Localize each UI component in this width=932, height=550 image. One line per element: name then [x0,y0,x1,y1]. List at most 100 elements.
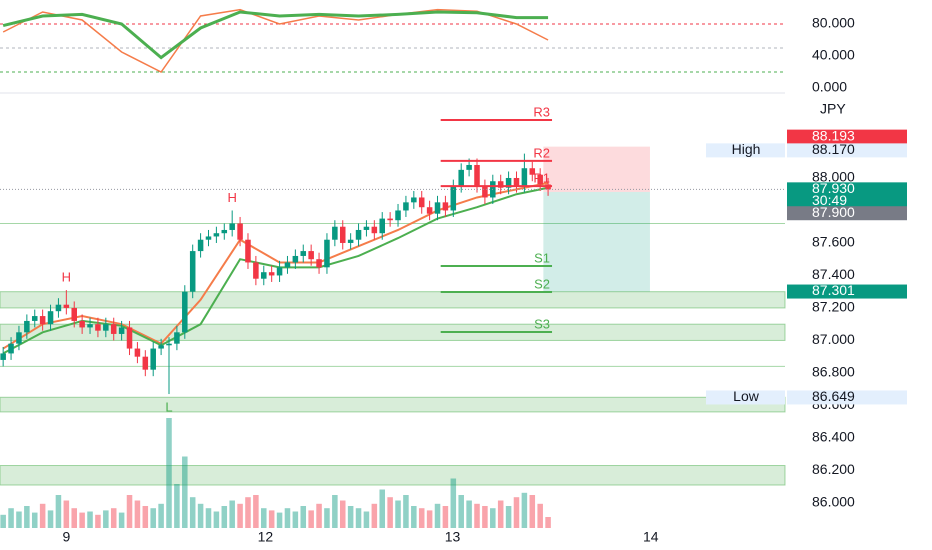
candle-body [537,174,543,185]
indicator-tick-label: 0.000 [812,79,847,95]
volume-bar [482,506,488,528]
volume-bar [363,511,370,528]
volume-bar [47,510,54,528]
candle-body [355,229,362,240]
candle-body [434,202,441,214]
volume-bar [442,506,449,528]
candle-body [47,311,54,325]
volume-bar [174,484,180,528]
volume-bar [166,418,172,528]
price-tag [787,182,907,209]
candle-body [521,168,528,187]
volume-bar [134,500,141,528]
x-tick-label: 9 [62,529,70,545]
candle-body [31,316,38,321]
indicator-tick-label: 40.000 [812,47,855,63]
candle-body [529,168,536,175]
candle-body [466,164,472,170]
volume-bar [545,517,551,528]
volume-bar [347,506,354,528]
volume-bar [387,497,393,528]
volume-bar [292,511,299,528]
candle-body [221,229,228,234]
volume-bar [189,497,196,528]
volume-bar [213,511,220,528]
volume-bar [182,456,188,528]
candle-body [332,226,338,240]
stop-zone [543,146,650,192]
pivot-label: S3 [534,316,550,331]
volume-bar [0,514,6,528]
price-tag-name-box [706,390,785,405]
volume-bar [253,495,259,528]
volume-bar [513,497,520,528]
candle-body [182,291,188,333]
candle-body [324,239,330,268]
candle-body [403,202,409,211]
y-tick-label: 88.000 [812,169,855,185]
price-tag [787,390,907,405]
volume-bar [458,495,464,528]
volume-bar [418,508,425,528]
volume-bar [142,506,149,528]
target-zone [543,191,650,292]
candle-body [253,262,259,279]
candle-body [387,218,393,221]
zone [0,291,786,309]
candle-body [118,327,125,334]
volume-bar [261,508,267,528]
indicator-line [2,8,549,73]
candle-body [110,324,117,334]
pivot-marker: H [227,190,236,205]
volume-bar [8,508,14,528]
volume-bar [221,506,228,528]
y-tick-label: 86.400 [812,429,855,445]
volume-bar [395,500,401,528]
candle-body [411,197,417,203]
pivot-label: R3 [533,104,550,119]
volume-bar [158,503,164,528]
candle-body [189,251,196,292]
price-tag [787,206,907,221]
pivot-label: R2 [533,145,550,160]
volume-bar [521,492,528,528]
currency-label: JPY [820,101,846,117]
price-tag-label: 88.170 [812,141,855,157]
volume-bar [87,511,93,528]
price-tag-label: 86.649 [812,388,855,404]
candle-body [39,316,46,325]
price-tag-name-box [706,143,785,158]
price-tag [787,129,907,144]
volume-bar [63,500,70,528]
volume-bar [245,497,251,528]
volume-bar [268,510,275,528]
candle-body [418,197,425,208]
volume-bar [355,508,362,528]
candle-body [339,226,346,243]
candle-body [379,218,385,234]
candle-body [268,272,275,276]
volume-bar [505,506,512,528]
volume-bar [371,503,378,528]
y-tick-label: 86.800 [812,364,855,380]
candle-body [482,186,488,198]
volume-bar [197,503,204,528]
candle-body [363,226,370,230]
candle-body [134,348,141,357]
volume-bar [379,489,385,528]
volume-bar [284,508,291,528]
volume-bar [150,508,156,528]
volume-bar [529,495,536,528]
candle-body [513,177,520,187]
pivot-label: S1 [534,250,550,265]
indicator-tick-label: 80.000 [812,15,855,31]
y-tick-label: 87.200 [812,299,855,315]
y-tick-label: 87.400 [812,266,855,282]
countdown: 30:49 [812,192,847,208]
candle-body [79,320,85,328]
volume-bar [490,508,496,528]
price-tag-label: 87.900 [812,204,855,220]
